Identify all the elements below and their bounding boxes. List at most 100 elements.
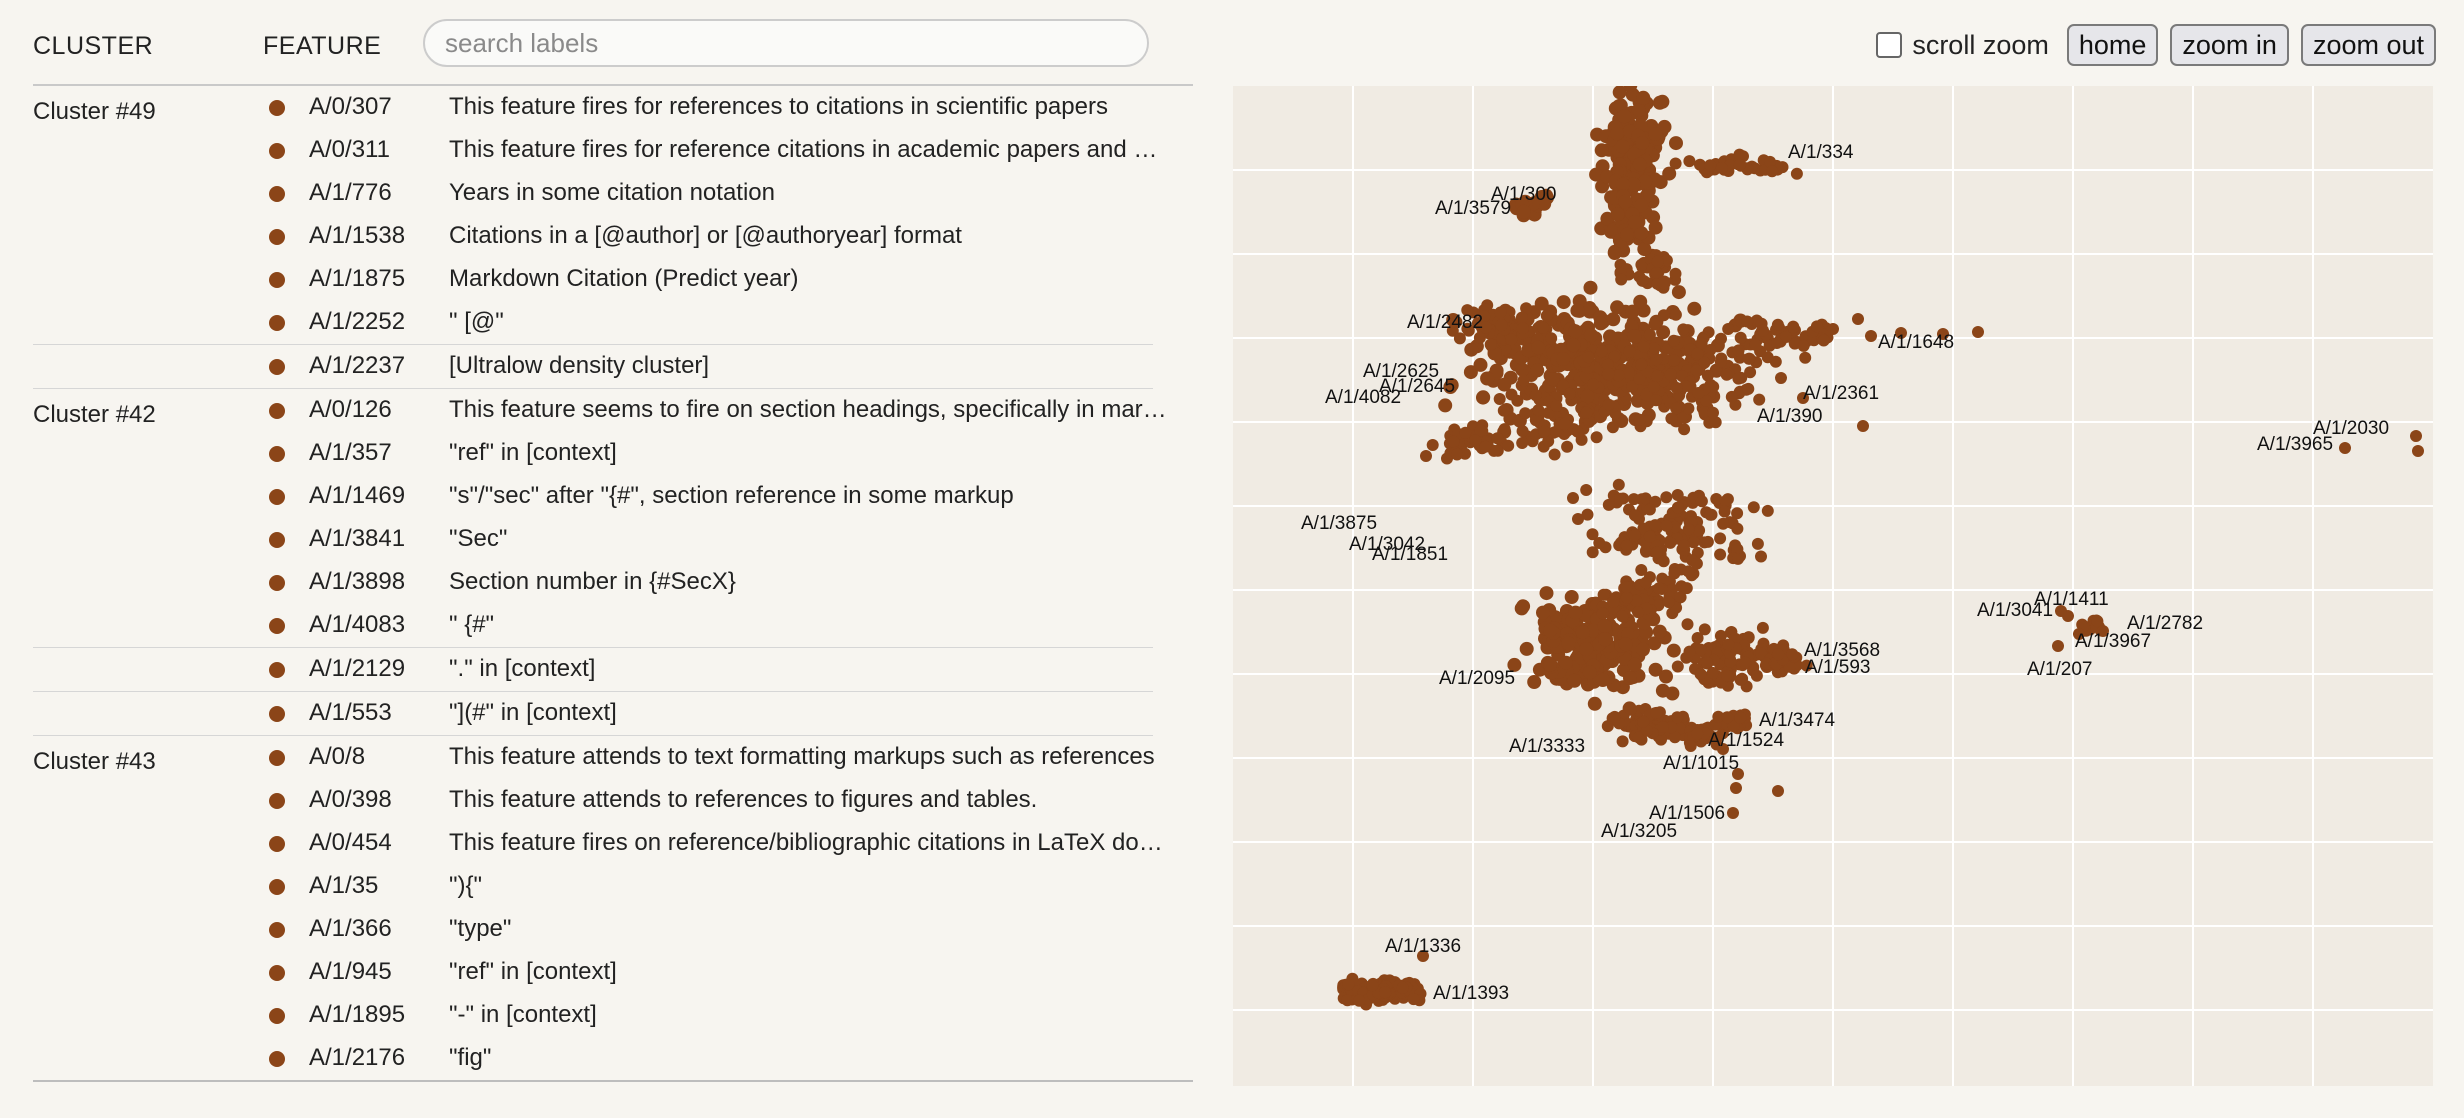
feature-row[interactable]: A/1/2237 [Ultralow density cluster] — [33, 345, 1153, 388]
zoom-in-button[interactable]: zoom in — [2170, 24, 2289, 66]
feature-id[interactable]: A/1/2252 — [309, 308, 406, 335]
map-point[interactable] — [1618, 194, 1633, 209]
feature-id[interactable]: A/1/2237 — [309, 352, 406, 379]
map-point[interactable] — [1652, 95, 1667, 110]
map-point[interactable] — [1649, 519, 1662, 532]
map-point[interactable] — [1648, 220, 1663, 235]
map-point[interactable] — [1545, 372, 1560, 387]
map-point[interactable] — [1610, 300, 1625, 315]
map-point[interactable] — [1643, 503, 1656, 516]
map-point[interactable] — [1586, 546, 1599, 559]
map-point[interactable] — [1695, 495, 1708, 508]
map-point[interactable] — [1516, 437, 1529, 449]
map-point[interactable] — [1684, 740, 1697, 752]
map-point[interactable] — [1628, 529, 1641, 542]
map-point[interactable] — [1479, 321, 1492, 334]
map-point[interactable] — [1597, 588, 1610, 601]
map-point[interactable] — [1659, 669, 1673, 684]
map-point[interactable] — [1756, 621, 1769, 634]
map-point[interactable] — [1630, 594, 1643, 607]
map-point[interactable] — [1657, 555, 1670, 568]
map-point[interactable] — [1515, 362, 1530, 377]
map-point[interactable] — [1580, 406, 1593, 419]
map-point[interactable] — [1627, 215, 1642, 230]
map-point[interactable] — [1742, 352, 1755, 365]
map-point[interactable] — [1725, 390, 1738, 403]
map-point[interactable] — [1790, 167, 1803, 180]
map-point[interactable] — [1407, 993, 1420, 1006]
feature-row[interactable]: A/1/3841 "Sec" — [33, 518, 1153, 561]
map-point[interactable] — [2073, 628, 2085, 640]
map-point[interactable] — [1537, 196, 1552, 211]
map-point[interactable] — [1635, 564, 1648, 576]
map-point[interactable] — [1633, 372, 1646, 385]
map-point[interactable] — [1652, 624, 1667, 639]
map-point[interactable] — [1710, 731, 1723, 744]
map-point[interactable] — [1527, 675, 1542, 689]
map-point[interactable] — [2410, 430, 2422, 442]
map-point[interactable] — [1671, 660, 1684, 673]
feature-row[interactable]: A/1/776 Years in some citation notation — [33, 172, 1153, 215]
map-point[interactable] — [1937, 328, 1949, 340]
map-point[interactable] — [1664, 536, 1677, 549]
map-point[interactable] — [1662, 166, 1677, 181]
map-point[interactable] — [1582, 301, 1597, 315]
map-point[interactable] — [1701, 535, 1714, 548]
map-point[interactable] — [1593, 316, 1608, 331]
map-point[interactable] — [1536, 605, 1550, 620]
map-point[interactable] — [1637, 715, 1650, 728]
map-point[interactable] — [1678, 423, 1691, 436]
map-point[interactable] — [1550, 400, 1563, 412]
map-point[interactable] — [1717, 743, 1729, 755]
map-point[interactable] — [2339, 442, 2351, 454]
map-point[interactable] — [1529, 414, 1542, 427]
map-point[interactable] — [1730, 782, 1742, 794]
map-point[interactable] — [1810, 320, 1823, 333]
map-point[interactable] — [1670, 381, 1683, 394]
map-point[interactable] — [1717, 517, 1730, 530]
map-point[interactable] — [1612, 369, 1625, 382]
map-point[interactable] — [1706, 666, 1719, 679]
map-point[interactable] — [1417, 950, 1429, 962]
map-point[interactable] — [1670, 402, 1683, 415]
map-point[interactable] — [1583, 415, 1596, 428]
map-point[interactable] — [1517, 374, 1530, 387]
map-point[interactable] — [1606, 421, 1619, 434]
map-point[interactable] — [1800, 659, 1813, 672]
map-point[interactable] — [1463, 365, 1478, 380]
map-point[interactable] — [1704, 159, 1717, 172]
feature-row[interactable]: A/1/4083 " {#" — [33, 604, 1153, 647]
map-point[interactable] — [1682, 523, 1695, 536]
map-point[interactable] — [1657, 309, 1670, 322]
map-point[interactable] — [1571, 425, 1584, 438]
map-point[interactable] — [1669, 157, 1682, 170]
map-point[interactable] — [1694, 643, 1707, 656]
map-point[interactable] — [1639, 576, 1652, 589]
map-point[interactable] — [1732, 768, 1744, 780]
map-point[interactable] — [1620, 227, 1634, 242]
map-point[interactable] — [1542, 406, 1555, 419]
map-point[interactable] — [1590, 431, 1603, 444]
map-point[interactable] — [1610, 126, 1624, 141]
map-point[interactable] — [1665, 721, 1678, 734]
map-point[interactable] — [1651, 370, 1664, 383]
map-point[interactable] — [1495, 319, 1508, 332]
map-point[interactable] — [1579, 642, 1594, 656]
map-point[interactable] — [1515, 311, 1528, 324]
map-point[interactable] — [1701, 369, 1714, 382]
feature-row[interactable]: A/0/8 This feature attends to text format… — [33, 736, 1193, 779]
map-point[interactable] — [1650, 394, 1663, 407]
map-point[interactable] — [1715, 162, 1728, 174]
map-point[interactable] — [1474, 424, 1487, 437]
map-point[interactable] — [1478, 310, 1491, 323]
map-point[interactable] — [1638, 174, 1653, 189]
map-point[interactable] — [1671, 711, 1684, 724]
map-point[interactable] — [1751, 537, 1764, 550]
map-point[interactable] — [1787, 321, 1800, 334]
map-point[interactable] — [1632, 157, 1647, 172]
map-point[interactable] — [1587, 378, 1600, 391]
map-point[interactable] — [1693, 524, 1706, 537]
map-point[interactable] — [1636, 274, 1649, 287]
map-point[interactable] — [1584, 328, 1599, 343]
map-point[interactable] — [1715, 332, 1727, 345]
